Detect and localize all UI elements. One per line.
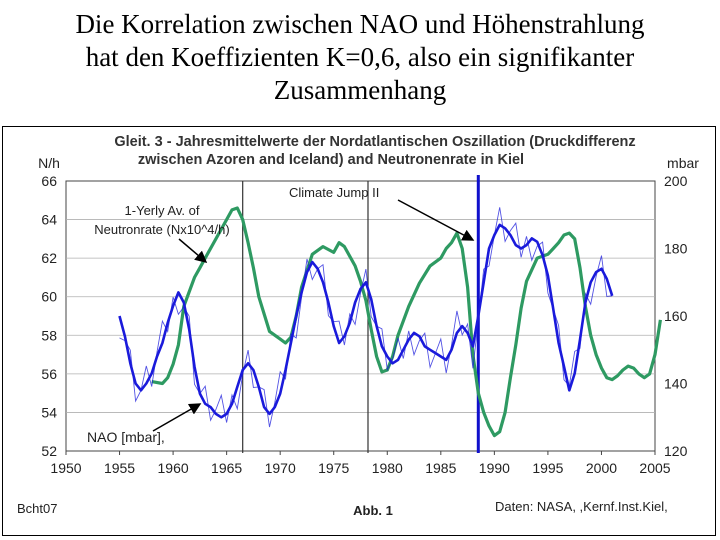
right-tick-label: 140 bbox=[664, 376, 688, 392]
x-tick-label: 1990 bbox=[479, 460, 510, 476]
left-tick-label: 62 bbox=[41, 250, 57, 266]
slide-title-line-1: Die Korrelation zwischen NAO und Höhenst… bbox=[75, 9, 645, 39]
right-tick-label: 120 bbox=[664, 443, 688, 459]
x-tick-label: 2000 bbox=[586, 460, 617, 476]
annotation-nao-label: NAO [mbar], bbox=[87, 429, 165, 445]
chart-panel: Gleit. 3 - Jahresmittelwerte der Nordatl… bbox=[2, 126, 716, 536]
x-tick-label: 1965 bbox=[211, 460, 242, 476]
series-nao-raw-line bbox=[119, 207, 613, 428]
footer-left: Bcht07 bbox=[17, 501, 57, 516]
series-neutronrate-line bbox=[151, 206, 662, 438]
right-tick-label: 200 bbox=[664, 173, 688, 189]
annotation-nao-arrow bbox=[152, 403, 202, 432]
left-tick-label: 66 bbox=[41, 173, 57, 189]
plot-area bbox=[65, 180, 656, 452]
chart-svg: Gleit. 3 - Jahresmittelwerte der Nordatl… bbox=[17, 134, 699, 518]
x-tick-label: 1975 bbox=[318, 460, 349, 476]
annotation-neutron-arrow bbox=[178, 238, 208, 263]
x-tick-label: 1955 bbox=[104, 460, 135, 476]
left-tick-label: 54 bbox=[41, 404, 57, 420]
annotation-climate-arrow bbox=[397, 199, 475, 241]
x-tick-label: 1985 bbox=[425, 460, 456, 476]
left-tick-label: 60 bbox=[41, 289, 57, 305]
slide-title-line-2: hat den Koeffizienten K=0,6, also ein si… bbox=[85, 42, 635, 72]
left-tick-label: 52 bbox=[41, 443, 57, 459]
x-tick-label: 2005 bbox=[639, 460, 670, 476]
right-tick-label: 160 bbox=[664, 308, 688, 324]
left-tick-label: 64 bbox=[41, 212, 57, 228]
tick-layer: 66 64 62 60 58 56 54 52 200 180 160 140 120 1950 1955 1… bbox=[41, 173, 687, 476]
x-tick-label: 1950 bbox=[50, 460, 81, 476]
footer-right: Daten: NASA, ,Kernf.Inst.Kiel, bbox=[495, 499, 668, 514]
right-axis-unit: mbar bbox=[667, 155, 699, 171]
chart-title-line-2: zwischen Azoren and Iceland) and Neutron… bbox=[138, 152, 524, 168]
annotation-climate-jump: Climate Jump II bbox=[289, 185, 379, 200]
footer-center: Abb. 1 bbox=[353, 503, 393, 518]
x-tick-label: 1995 bbox=[532, 460, 563, 476]
left-tick-label: 58 bbox=[41, 327, 57, 343]
annotation-neutron-line-1: 1-Yerly Av. of bbox=[125, 203, 200, 218]
left-tick-label: 56 bbox=[41, 366, 57, 382]
grid-layer bbox=[66, 219, 655, 413]
left-axis-unit: N/h bbox=[38, 155, 60, 171]
slide-title-line-3: Zusammenhang bbox=[273, 75, 447, 105]
x-tick-label: 1980 bbox=[372, 460, 403, 476]
chart-title-line-1: Gleit. 3 - Jahresmittelwerte der Nordatl… bbox=[114, 134, 635, 150]
series-nao-line bbox=[118, 223, 614, 419]
x-tick-label: 1960 bbox=[158, 460, 189, 476]
right-tick-label: 180 bbox=[664, 241, 688, 257]
slide-title: Die Korrelation zwischen NAO und Höhenst… bbox=[0, 8, 720, 107]
series-layer bbox=[118, 206, 662, 438]
x-tick-label: 1970 bbox=[265, 460, 296, 476]
annotation-neutron-line-2: Neutronrate (Nx10^4/h) bbox=[94, 222, 229, 237]
